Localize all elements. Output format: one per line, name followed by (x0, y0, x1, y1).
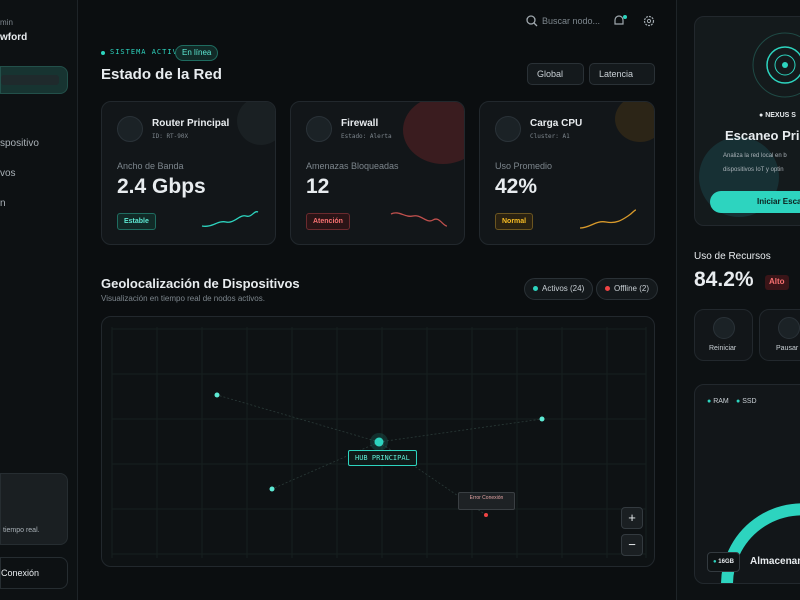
nav-active-bar (1, 75, 59, 85)
right-panel: ● NEXUS S Escaneo Pri Analiza la red loc… (676, 0, 800, 600)
nav-active[interactable] (0, 66, 68, 94)
storage-chip-text: 16GB (718, 559, 734, 565)
resources-value: 84.2% (694, 268, 754, 291)
status-label: SISTEMA ACTIVO (110, 48, 184, 56)
legend-filter[interactable]: Offline (2) (596, 278, 658, 300)
action-button[interactable]: Pausar (759, 309, 800, 361)
resources-title: Uso de Recursos (694, 251, 771, 262)
legend-dot: ● (736, 398, 741, 405)
filter-label: Global (537, 69, 564, 79)
filter-button[interactable]: Global (527, 63, 584, 85)
card-title: Carga CPU (530, 118, 583, 129)
storage-chip: ● 16GB (707, 552, 740, 572)
legend-filter[interactable]: Activos (24) (524, 278, 594, 300)
storage-title: Almacenam (750, 556, 800, 567)
metric-label: Amenazas Bloqueadas (306, 161, 399, 171)
legend-label: Offline (2) (614, 284, 649, 293)
legend-label: RAM (713, 398, 729, 405)
zoom-out-button[interactable]: − (621, 534, 643, 556)
scan-badge: ● NEXUS S (759, 112, 796, 119)
connection-button[interactable]: Conexión (0, 557, 68, 589)
card-glow (237, 102, 275, 145)
info-card: tiempo real. (0, 473, 68, 545)
metric-card: Firewall Estado: Alerta Amenazas Bloquea… (290, 101, 465, 245)
card-glow (615, 102, 654, 142)
scan-description: dispositivos IoT y optin (723, 167, 784, 173)
action-icon (713, 317, 735, 339)
nav-item[interactable]: n (0, 198, 6, 209)
card-subtitle: Cluster: A1 (530, 133, 570, 140)
metric-card: Carga CPU Cluster: A1 Uso Promedio 42% N… (479, 101, 655, 245)
user-role: min (0, 18, 13, 27)
sidebar: min wford spositivo vos n tiempo real. C… (0, 0, 78, 600)
action-label: Pausar (776, 345, 799, 352)
action-button[interactable]: Reiniciar (694, 309, 753, 361)
map-panel: HUB PRINCIPAL Error Conexión + − (101, 316, 655, 567)
status-badge: Estable (117, 213, 156, 230)
metric-card: Router Principal ID: RT-90X Ancho de Ban… (101, 101, 276, 245)
metric-value: 12 (306, 175, 330, 198)
card-subtitle: ID: RT-90X (152, 133, 189, 140)
user-name: wford (0, 32, 28, 43)
metric-label: Ancho de Banda (117, 161, 184, 171)
legend-dot: ● (707, 398, 712, 405)
scan-button[interactable]: Iniciar Esca (710, 191, 800, 213)
section-subtitle: Visualización en tiempo real de nodos ac… (101, 294, 265, 303)
sparkline (390, 212, 448, 227)
scan-title: Escaneo Pri (725, 128, 800, 143)
scan-badge-text: NEXUS S (765, 112, 796, 119)
nav-item[interactable]: vos (0, 168, 16, 179)
card-subtitle: Estado: Alerta (341, 133, 392, 140)
section-title: Geolocalización de Dispositivos (101, 276, 300, 291)
search-input[interactable]: Buscar nodo... (542, 16, 601, 26)
card-icon (306, 116, 332, 142)
legend-item: ● SSD (736, 398, 757, 405)
card-glow (403, 102, 464, 164)
status-dot (101, 51, 105, 55)
legend-dot (605, 286, 610, 291)
metric-label: Uso Promedio (495, 161, 553, 171)
zoom-in-button[interactable]: + (621, 507, 643, 529)
node-label[interactable]: Error Conexión (458, 492, 515, 510)
card-icon (117, 116, 143, 142)
map-canvas (111, 327, 647, 558)
search-icon (526, 15, 538, 27)
page-title: Estado de la Red (101, 66, 222, 83)
filter-button[interactable]: Latencia (589, 63, 655, 85)
info-text: tiempo real. (3, 527, 40, 534)
resources-badge: Alto (765, 275, 789, 290)
sparkline (201, 211, 259, 227)
metric-value: 42% (495, 175, 538, 198)
action-icon (778, 317, 800, 339)
scan-description: Analiza la red local en b (723, 153, 787, 159)
filter-label: Latencia (599, 69, 634, 79)
card-title: Firewall (341, 118, 379, 129)
legend-label: Activos (24) (542, 284, 585, 293)
legend-item: ● RAM (707, 398, 729, 405)
card-title: Router Principal (152, 118, 230, 129)
node-label-text: Error Conexión (469, 495, 504, 501)
scan-radar (752, 32, 800, 98)
status-badge: Atención (306, 213, 350, 230)
settings-icon[interactable] (643, 15, 655, 27)
notifications-icon[interactable] (612, 14, 628, 28)
metric-value: 2.4 Gbps (117, 175, 206, 198)
status-badge: Normal (495, 213, 534, 230)
legend-dot (533, 286, 538, 291)
status-badge: En línea (175, 45, 219, 61)
connection-label: Conexión (1, 568, 40, 578)
node-label[interactable]: HUB PRINCIPAL (348, 450, 417, 466)
action-label: Reiniciar (709, 345, 737, 352)
storage-card: ● RAM ● SSD ● 16GB Almacenam (694, 384, 800, 584)
legend-label: SSD (742, 398, 757, 405)
card-icon (495, 116, 521, 142)
scan-card: ● NEXUS S Escaneo Pri Analiza la red loc… (694, 16, 800, 226)
nav-item[interactable]: spositivo (0, 138, 39, 149)
sparkline (579, 209, 637, 229)
